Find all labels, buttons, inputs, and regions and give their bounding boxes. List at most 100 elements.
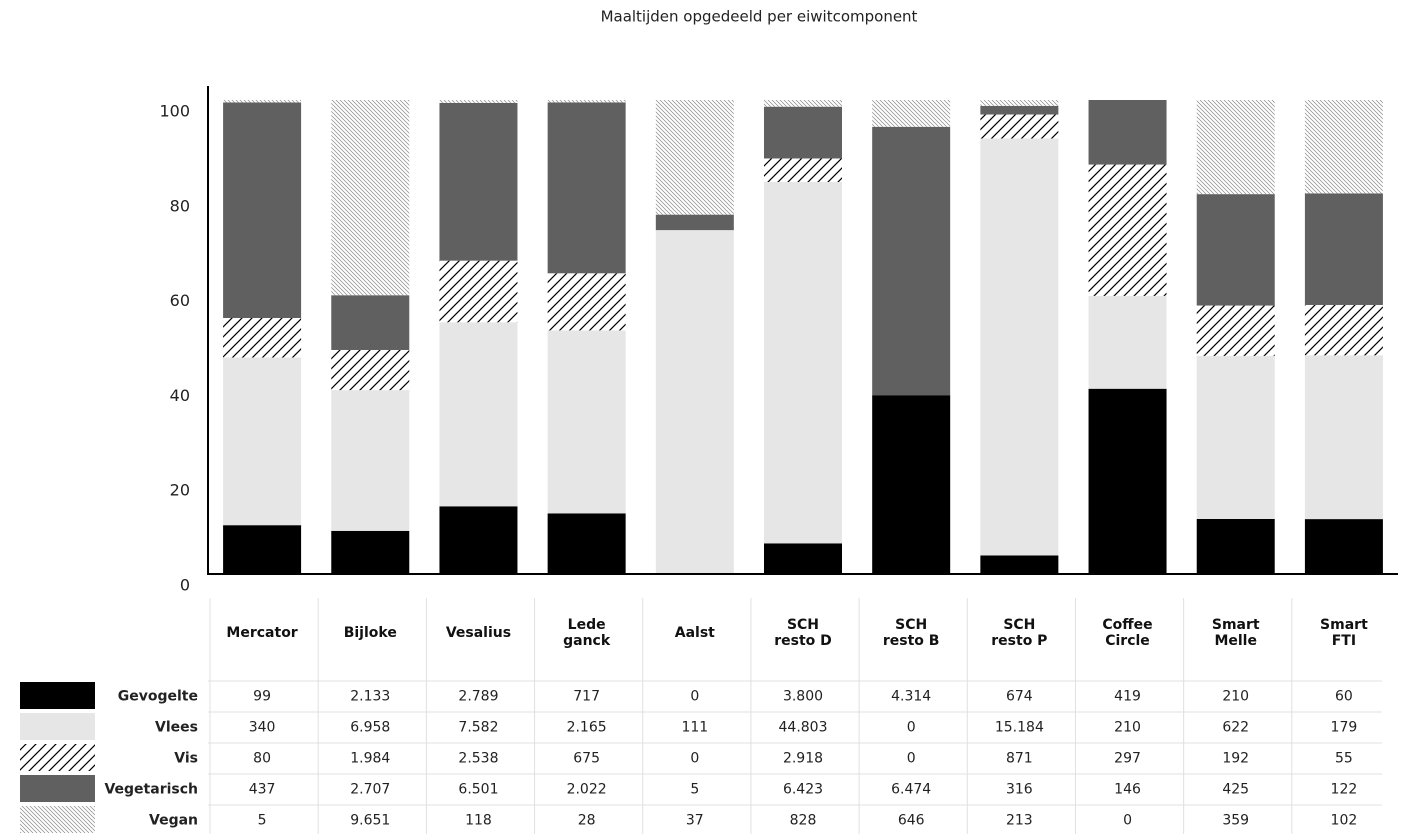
table-cell: 437	[249, 782, 276, 798]
bar-segment	[547, 100, 626, 103]
table-cell: 340	[249, 720, 276, 736]
y-tick-label: 80	[170, 196, 190, 215]
bar-segment	[1304, 100, 1383, 194]
bar-segment	[764, 100, 842, 107]
bar-segment	[223, 357, 302, 526]
table-cell: 425	[1222, 782, 1249, 798]
bar-segment	[1196, 518, 1275, 574]
table-cell: 6.958	[350, 720, 390, 736]
bar-segment	[980, 555, 1059, 574]
column-header: SCH resto D	[774, 617, 832, 649]
table-cell: 674	[1006, 689, 1033, 705]
table-cell: 122	[1331, 782, 1358, 798]
bar-segment	[547, 273, 626, 331]
table-cell: 316	[1006, 782, 1033, 798]
bar-segment	[331, 295, 410, 350]
y-tick-label: 100	[159, 102, 190, 121]
bar-segment	[764, 106, 842, 159]
table-cell: 7.582	[458, 720, 498, 736]
table-cell: 28	[578, 813, 596, 829]
y-tick-label: 0	[180, 576, 190, 595]
bar-segment	[331, 530, 410, 574]
table-cell: 5	[690, 782, 699, 798]
table-cell: 717	[573, 689, 600, 705]
bar-segment	[764, 182, 842, 544]
row-label: Vegan	[149, 813, 198, 829]
table-cell: 675	[573, 751, 600, 767]
legend-swatch	[20, 775, 95, 802]
bar-segment	[1304, 355, 1383, 520]
table-cell: 15.184	[995, 720, 1044, 736]
table-cell: 6.474	[891, 782, 931, 798]
bar-segment	[331, 390, 410, 531]
column-header: SCH resto P	[991, 617, 1048, 649]
table-cell: 60	[1335, 689, 1353, 705]
table-cell: 5	[258, 813, 267, 829]
bar-segment	[980, 105, 1059, 115]
table-cell: 828	[790, 813, 817, 829]
bar-segment	[547, 330, 626, 514]
table-cell: 0	[690, 689, 699, 705]
table-cell: 871	[1006, 751, 1033, 767]
bar-segment	[1196, 100, 1275, 195]
column-header: Smart FTI	[1320, 617, 1368, 649]
bar-segment	[1304, 193, 1383, 305]
bar-segment	[223, 102, 302, 319]
bar-segment	[223, 525, 302, 574]
table-cell: 2.789	[458, 689, 498, 705]
bar-segment	[655, 100, 734, 215]
bar-segment	[980, 100, 1059, 106]
column-header: Aalst	[674, 625, 715, 641]
table-cell: 111	[681, 720, 708, 736]
table-cell: 359	[1222, 813, 1249, 829]
bar-segment	[1196, 355, 1275, 519]
table-cell: 102	[1331, 813, 1358, 829]
table-cell: 179	[1331, 720, 1358, 736]
bar-segment	[1088, 100, 1167, 165]
table-cell: 297	[1114, 751, 1141, 767]
table-cell: 0	[907, 720, 916, 736]
column-header: Bijloke	[343, 625, 397, 641]
table-cell: 2.165	[567, 720, 607, 736]
legend-swatch	[20, 682, 95, 709]
bar-segment	[1196, 194, 1275, 306]
bar-segment	[439, 260, 518, 323]
legend-swatch	[20, 806, 95, 833]
table-cell: 6.501	[458, 782, 498, 798]
bar-segment	[439, 322, 518, 507]
bar-segment	[980, 114, 1059, 139]
table-cell: 3.800	[783, 689, 823, 705]
table-cell: 646	[898, 813, 925, 829]
bar-segment	[872, 395, 951, 574]
bar-segment	[1088, 295, 1167, 389]
table-cell: 2.022	[567, 782, 607, 798]
bar-segment	[764, 158, 842, 183]
y-tick-label: 60	[170, 291, 190, 310]
table-cell: 0	[1123, 813, 1132, 829]
bar-segment	[223, 100, 302, 103]
table-cell: 2.918	[783, 751, 823, 767]
table-cell: 419	[1114, 689, 1141, 705]
table-cell: 210	[1114, 720, 1141, 736]
table-cell: 118	[465, 813, 492, 829]
column-header: Lede ganck	[563, 617, 611, 649]
table-cell: 6.423	[783, 782, 823, 798]
bar-segment	[1304, 519, 1383, 574]
row-label: Vis	[174, 751, 198, 767]
table-cell: 37	[686, 813, 704, 829]
table-cell: 146	[1114, 782, 1141, 798]
table-cell: 213	[1006, 813, 1033, 829]
column-header: Smart Melle	[1211, 617, 1260, 649]
table-cell: 622	[1222, 720, 1249, 736]
column-header: Coffee Circle	[1102, 617, 1153, 649]
chart-title: Maaltijden opgedeeld per eiwitcomponent	[601, 8, 918, 26]
table-cell: 99	[253, 689, 271, 705]
bar-segment	[1088, 388, 1167, 574]
bar-segment	[439, 102, 518, 261]
bar-segment	[1304, 304, 1383, 356]
column-header: Vesalius	[445, 625, 512, 641]
column-header: Mercator	[226, 625, 298, 641]
bar-segment	[655, 230, 734, 574]
